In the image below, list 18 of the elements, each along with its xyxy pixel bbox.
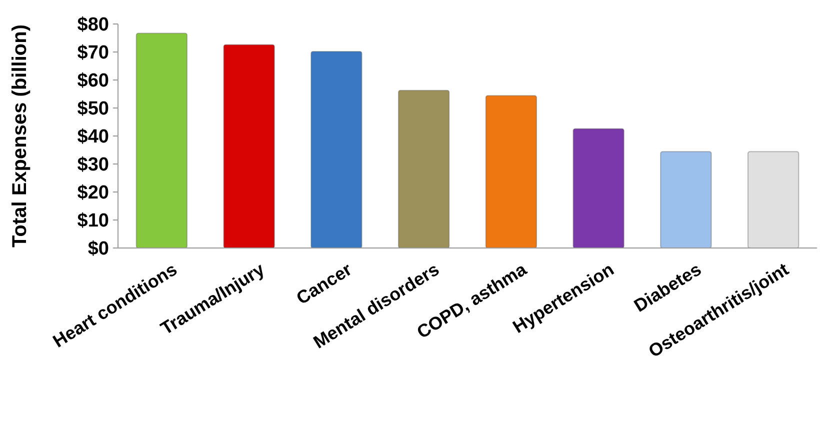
y-tick-label: $40 <box>77 126 109 148</box>
bar <box>136 32 188 248</box>
y-tick-label: $0 <box>88 238 109 260</box>
y-tick-label: $10 <box>77 210 109 232</box>
y-tick-label: $50 <box>77 98 109 120</box>
bar <box>398 90 450 248</box>
y-tick-label: $30 <box>77 154 109 176</box>
y-tick-label: $60 <box>77 70 109 92</box>
y-tick-label: $20 <box>77 182 109 204</box>
bar <box>572 128 624 248</box>
y-tick-label: $80 <box>77 14 109 36</box>
bar <box>485 95 538 248</box>
y-tick-label: $70 <box>77 42 109 64</box>
y-axis-title: Total Expenses (billion) <box>9 24 31 248</box>
bar <box>310 50 362 248</box>
bar <box>223 44 275 248</box>
bar <box>660 151 712 248</box>
bar <box>747 151 800 248</box>
